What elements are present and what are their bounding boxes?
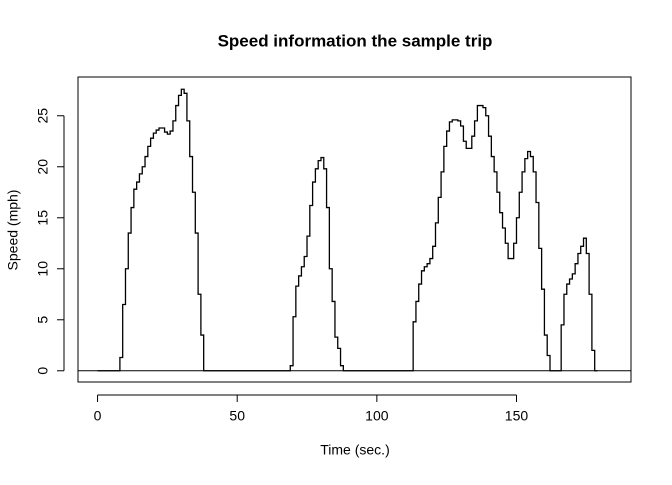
x-tick-label: 50 bbox=[229, 408, 245, 424]
y-tick-label: 15 bbox=[35, 210, 51, 226]
y-tick-label: 0 bbox=[35, 367, 51, 375]
y-tick-label: 20 bbox=[35, 159, 51, 175]
chart-title: Speed information the sample trip bbox=[218, 31, 493, 50]
speed-line bbox=[97, 88, 598, 372]
x-tick-label: 100 bbox=[365, 408, 389, 424]
x-tick-label: 0 bbox=[94, 408, 102, 424]
x-axis-label: Time (sec.) bbox=[320, 442, 389, 458]
y-tick-label: 10 bbox=[35, 261, 51, 277]
x-tick-label: 150 bbox=[505, 408, 529, 424]
y-axis-label: Speed (mph) bbox=[5, 190, 21, 271]
y-tick-label: 5 bbox=[35, 316, 51, 324]
y-tick-label: 25 bbox=[35, 108, 51, 124]
plot-box bbox=[77, 76, 632, 383]
